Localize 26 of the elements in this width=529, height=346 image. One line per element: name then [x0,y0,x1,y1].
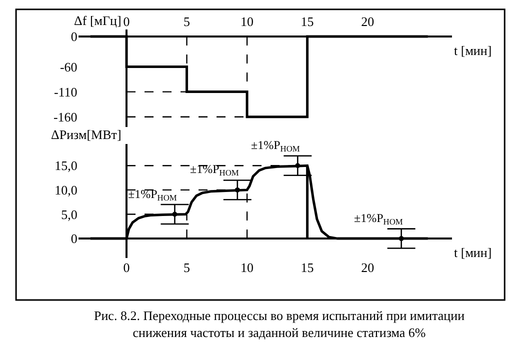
y-axis-title: ΔPизм[МВт] [51,127,122,142]
x-tick-label: 20 [361,260,374,275]
y-tick-label: -60 [60,59,78,74]
y-tick-label: -110 [54,84,78,100]
annotation: ±1%P$_{НОМ}$ [251,138,300,154]
annotation: ±1%P$_{НОМ}$ [354,211,404,227]
x-tick-label: 10 [240,260,254,275]
y-tick-label: 0 [70,29,78,44]
x-tick-label: 15 [300,260,314,275]
y-tick-label: 5,0 [61,206,78,222]
annotation: ±1%P$_{НОМ}$ [128,187,178,203]
x-tick-label: 10 [240,14,254,29]
x-tick-label: 0 [123,260,130,275]
text: Рис. 8.2. Переходные процессы во время испытаний при имитации снижения частоты и заданной величине статизма 6% [94,308,465,340]
x-axis-title: t [мин] [454,43,492,58]
x-tick-label: 0 [123,14,130,29]
y-tick-label: 0 [70,231,78,246]
x-tick-label: 5 [184,14,190,29]
y-tick-label: -160 [53,109,78,124]
x-tick-label: 20 [361,14,374,29]
y-tick-label: 10,0 [54,182,78,198]
y-tick-label: 15,0 [54,158,78,174]
x-axis-title: t [мин] [454,245,492,260]
x-tick-label: 15 [300,14,314,29]
x-tick-label: 5 [184,260,190,275]
y-axis-title: Δf [мГц] [74,13,122,28]
